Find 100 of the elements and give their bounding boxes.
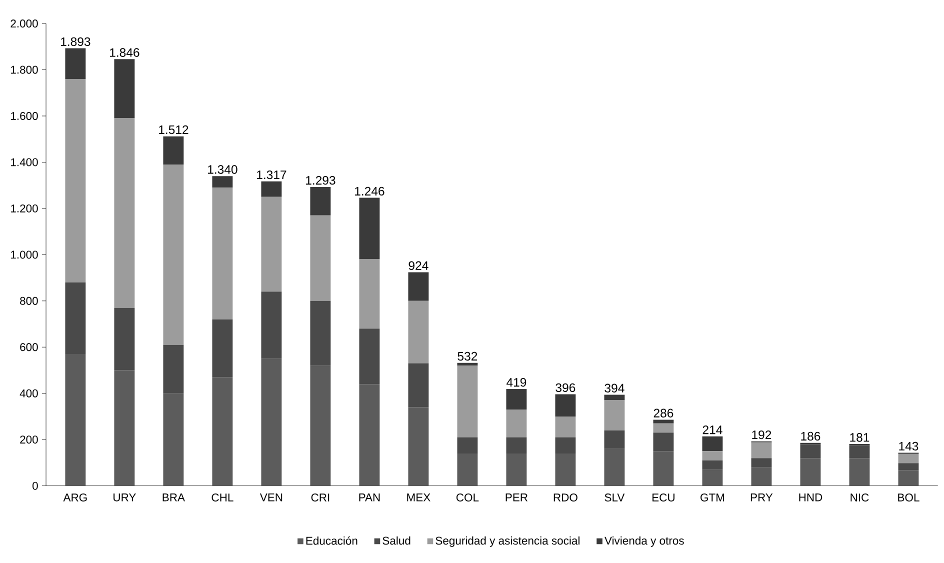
total-label: 1.512 [159, 126, 188, 134]
bar [653, 432, 674, 452]
total-label: 1.340 [208, 165, 238, 174]
bar [898, 463, 919, 470]
total-label: 1.893 [61, 38, 90, 46]
total-label: 286 [654, 409, 674, 418]
legend-label: Seguridad y asistencia social [436, 536, 580, 548]
y-tick-label: 800 [20, 297, 38, 306]
bar [751, 442, 772, 458]
bar [163, 164, 184, 346]
bar [310, 366, 331, 486]
bar [898, 470, 919, 486]
bar [457, 454, 478, 486]
bar [65, 354, 86, 486]
legend-label: Salud [382, 536, 410, 545]
bar [359, 260, 380, 329]
bar [114, 59, 135, 119]
bar [604, 394, 625, 401]
bar [65, 48, 86, 80]
y-tick-label: 200 [20, 436, 38, 444]
bar [212, 377, 233, 486]
bar [261, 197, 282, 292]
x-tick-label: PER [506, 494, 528, 502]
bar [65, 282, 86, 354]
bar [800, 458, 821, 486]
bar [408, 301, 429, 364]
total-label: 1.293 [306, 176, 336, 185]
x-tick-label: VEN [260, 494, 282, 502]
x-tick-label: MEX [407, 494, 430, 502]
bar [604, 400, 625, 431]
bar [457, 438, 478, 454]
x-tick-label: ECU [652, 494, 674, 502]
bar [702, 470, 723, 486]
bar [359, 198, 380, 260]
bar [555, 394, 576, 417]
x-tick-label: CHL [212, 494, 234, 502]
bar [604, 449, 625, 486]
bar [457, 363, 478, 366]
bar [702, 451, 723, 461]
total-label: 532 [458, 352, 478, 361]
y-tick-label: 1.800 [11, 66, 38, 74]
x-tick-label: NIC [850, 494, 869, 502]
bar [506, 410, 527, 438]
x-tick-label: ARG [63, 494, 87, 502]
x-tick-label: PRY [750, 494, 773, 502]
bar [849, 445, 870, 458]
y-tick-label: 1.000 [11, 250, 38, 259]
bar [751, 458, 772, 468]
bar [506, 454, 527, 486]
total-label: 1.846 [110, 48, 140, 58]
bar [310, 187, 331, 216]
x-tick-label: SLV [604, 494, 625, 502]
bar [408, 407, 429, 486]
bar [604, 430, 625, 450]
bar [653, 451, 674, 486]
bar [702, 436, 723, 452]
bar [800, 444, 821, 458]
total-label: 214 [702, 426, 722, 434]
bar [359, 384, 380, 486]
total-label: 143 [899, 442, 918, 451]
bar [114, 308, 135, 370]
x-tick-label: GTM [700, 494, 724, 502]
bar [163, 345, 184, 394]
bar [212, 320, 233, 378]
bar [359, 328, 380, 384]
bar [163, 394, 184, 486]
bar [751, 468, 772, 486]
bar [261, 182, 282, 198]
bar [114, 370, 135, 486]
y-tick-label: 0 [32, 482, 38, 490]
bar [555, 416, 576, 438]
legend-label: Educación [306, 536, 358, 545]
bar [212, 188, 233, 320]
x-tick-label: CRI [311, 494, 330, 502]
total-label: 419 [506, 378, 526, 387]
bar [261, 358, 282, 486]
bar [114, 118, 135, 308]
total-label: 396 [556, 384, 576, 392]
total-label: 924 [408, 262, 428, 270]
y-tick-label: 600 [20, 343, 38, 352]
total-label: 1.246 [355, 187, 384, 196]
total-label: 394 [604, 384, 624, 393]
y-tick-label: 1.200 [11, 204, 38, 213]
bar [506, 389, 527, 410]
bar [555, 438, 576, 454]
x-tick-label: PAN [359, 494, 380, 502]
x-tick-label: HND [799, 494, 822, 502]
bar [653, 420, 674, 424]
bar [310, 301, 331, 366]
x-tick-label: URY [114, 494, 136, 502]
y-tick-label: 2.000 [10, 20, 38, 28]
bar [261, 292, 282, 359]
bar [849, 458, 870, 486]
bar [653, 424, 674, 433]
x-tick-label: COL [456, 494, 479, 502]
legend-label: Vivienda y otros [604, 536, 684, 548]
x-tick-label: BOL [898, 494, 920, 502]
bar [702, 460, 723, 470]
y-tick-label: 1.400 [11, 158, 38, 166]
bar [408, 364, 429, 408]
